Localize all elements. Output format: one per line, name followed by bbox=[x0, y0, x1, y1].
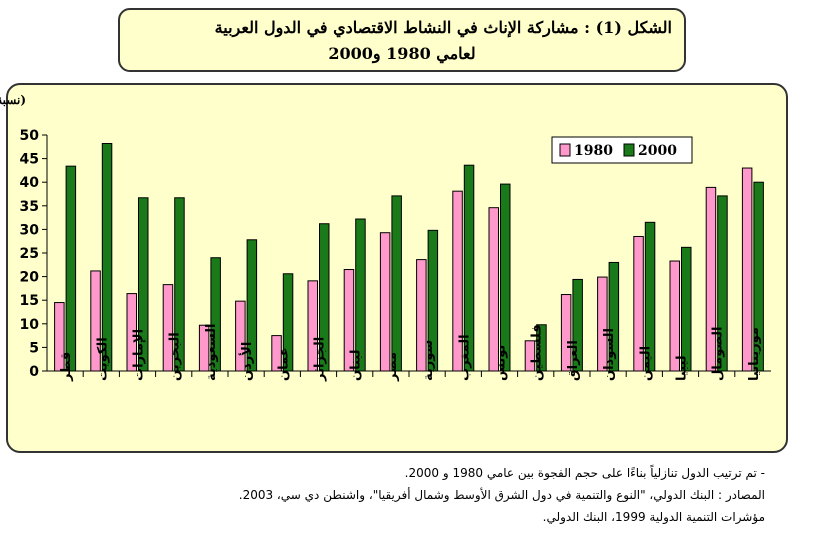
x-category-label: ليبيا bbox=[675, 355, 690, 381]
bar-1980 bbox=[669, 260, 680, 372]
bar-2000 bbox=[355, 218, 366, 372]
bar-2000 bbox=[681, 246, 692, 372]
y-tick-label: 10 bbox=[20, 317, 40, 333]
x-category-label: موريتانيا bbox=[747, 327, 762, 381]
y-tick-label: 30 bbox=[20, 222, 40, 238]
footnote-source-1: المصادر : البنك الدولي، "النوع والتنمية … bbox=[238, 488, 765, 502]
y-tick-label: 20 bbox=[20, 270, 40, 286]
bar-2000 bbox=[572, 278, 583, 372]
bar-1980 bbox=[597, 276, 608, 372]
x-category-label: اليمن bbox=[638, 346, 653, 381]
bar-1980 bbox=[560, 294, 572, 372]
x-category-label: مصر bbox=[385, 352, 400, 382]
footnote-source-2: مؤشرات التنمية الدولية 1999، البنك الدول… bbox=[542, 510, 765, 524]
chart-title-line1: الشكل (1) : مشاركة الإناث في النشاط الاق… bbox=[214, 18, 672, 37]
bar-1980 bbox=[126, 293, 137, 372]
x-category-label: الصومال bbox=[711, 326, 726, 381]
x-category-label: السودان bbox=[602, 328, 617, 381]
bar-1980 bbox=[235, 300, 246, 372]
bar-2000 bbox=[174, 197, 185, 372]
legend-label-1980: 1980 bbox=[574, 143, 613, 159]
x-category-label: لبنان bbox=[349, 350, 364, 381]
legend-swatch-1980 bbox=[559, 143, 571, 157]
x-category-label: الأردن bbox=[238, 342, 255, 381]
bar-2000 bbox=[319, 223, 330, 372]
legend-box bbox=[551, 136, 693, 164]
bar-1980 bbox=[741, 167, 753, 372]
x-category-label: تونس bbox=[494, 345, 509, 381]
bar-1980 bbox=[416, 259, 427, 372]
bar-2000 bbox=[391, 195, 402, 372]
y-tick-label: 15 bbox=[20, 293, 39, 309]
bar-1980 bbox=[307, 280, 318, 372]
bar-2000 bbox=[463, 164, 475, 372]
bar-2000 bbox=[138, 197, 149, 372]
y-tick-label: 5 bbox=[29, 340, 39, 356]
bar-1980 bbox=[343, 269, 355, 372]
chart-title-line2: لعامي 1980 و2000 bbox=[328, 44, 476, 63]
legend-label-2000: 2000 bbox=[638, 143, 677, 159]
x-category-label: سورية bbox=[421, 340, 436, 381]
bar-2000 bbox=[500, 183, 511, 372]
bar-2000 bbox=[101, 142, 113, 372]
y-tick-label: 45 bbox=[20, 152, 39, 168]
x-category-label: عمان bbox=[276, 347, 291, 381]
bar-1980 bbox=[633, 235, 644, 372]
y-tick-label: 0 bbox=[29, 364, 39, 380]
x-category-label: العراق bbox=[566, 340, 581, 381]
bar-1980 bbox=[452, 190, 463, 372]
bar-1980 bbox=[162, 284, 174, 372]
x-category-label: البحرين bbox=[168, 332, 183, 381]
y-tick-label: 25 bbox=[20, 246, 39, 262]
x-category-label: فلسطين bbox=[530, 324, 545, 381]
bar-2000 bbox=[282, 273, 294, 372]
bar-2000 bbox=[753, 181, 764, 372]
bar-2000 bbox=[536, 324, 547, 372]
bar-1980 bbox=[705, 186, 717, 372]
legend-swatch-2000 bbox=[623, 143, 635, 157]
bar-2000 bbox=[608, 261, 620, 372]
bar-1980 bbox=[488, 207, 499, 372]
bar-1980 bbox=[198, 324, 210, 372]
x-category-label: قطر bbox=[59, 352, 74, 382]
bar-1980 bbox=[524, 340, 536, 372]
y-tick-label: 35 bbox=[20, 199, 39, 215]
chart-title-box: الشكل (1) : مشاركة الإناث في النشاط الاق… bbox=[118, 8, 686, 72]
bar-2000 bbox=[65, 165, 77, 372]
bar-2000 bbox=[210, 257, 221, 372]
x-category-label: الإمارات bbox=[132, 329, 147, 381]
y-tick-label: 40 bbox=[20, 175, 40, 191]
bar-1980 bbox=[90, 270, 101, 372]
bar-2000 bbox=[427, 229, 439, 372]
footnote-ordering: - تم ترتيب الدول تنازلياً بناءًا على حجم… bbox=[404, 466, 765, 480]
footnotes: - تم ترتيب الدول تنازلياً بناءًا على حجم… bbox=[239, 462, 765, 528]
y-tick-label: 50 bbox=[20, 128, 40, 144]
bar-1980 bbox=[54, 302, 65, 372]
y-axis-label: (نسبة مئوية) bbox=[0, 93, 26, 108]
bar-1980 bbox=[379, 232, 391, 372]
bar-2000 bbox=[717, 195, 728, 372]
x-category-label: السعودية bbox=[204, 324, 219, 382]
bar-1980 bbox=[271, 335, 282, 372]
bar-2000 bbox=[246, 239, 258, 372]
x-category-label: الكويت bbox=[95, 337, 110, 381]
bar-2000 bbox=[644, 221, 656, 372]
x-category-label: المغرب bbox=[457, 334, 472, 381]
x-category-label: الجزائر bbox=[313, 337, 328, 382]
